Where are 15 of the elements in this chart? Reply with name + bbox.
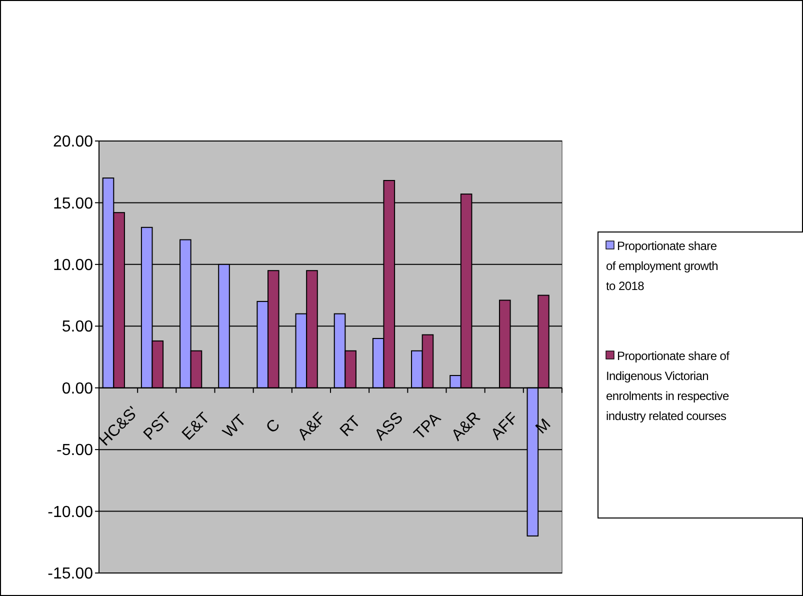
y-tick-label: 5.00 (62, 318, 94, 336)
y-tick-label: -15.00 (48, 566, 94, 583)
legend-label: Proportionate share of Indigenous Victorian enrolments in respective industry related courses (606, 349, 730, 423)
y-tick-label: -5.00 (56, 442, 94, 460)
x-tick-label: WT (220, 412, 250, 442)
y-tick-label: 15.00 (52, 195, 94, 212)
x-tick-label: M (532, 416, 554, 438)
x-tick-label: TPA (411, 410, 445, 444)
y-tick-label: -10.00 (48, 504, 94, 521)
y-tick-label: 20.00 (52, 134, 94, 151)
y-tick-label: 10.00 (52, 257, 94, 274)
x-tick-label: RT (337, 413, 364, 440)
x-tick-label: C (263, 416, 284, 437)
y-tick-label: 0.00 (62, 380, 94, 398)
legend-label: Proportionate share of employment growth to 2018 (606, 239, 718, 293)
